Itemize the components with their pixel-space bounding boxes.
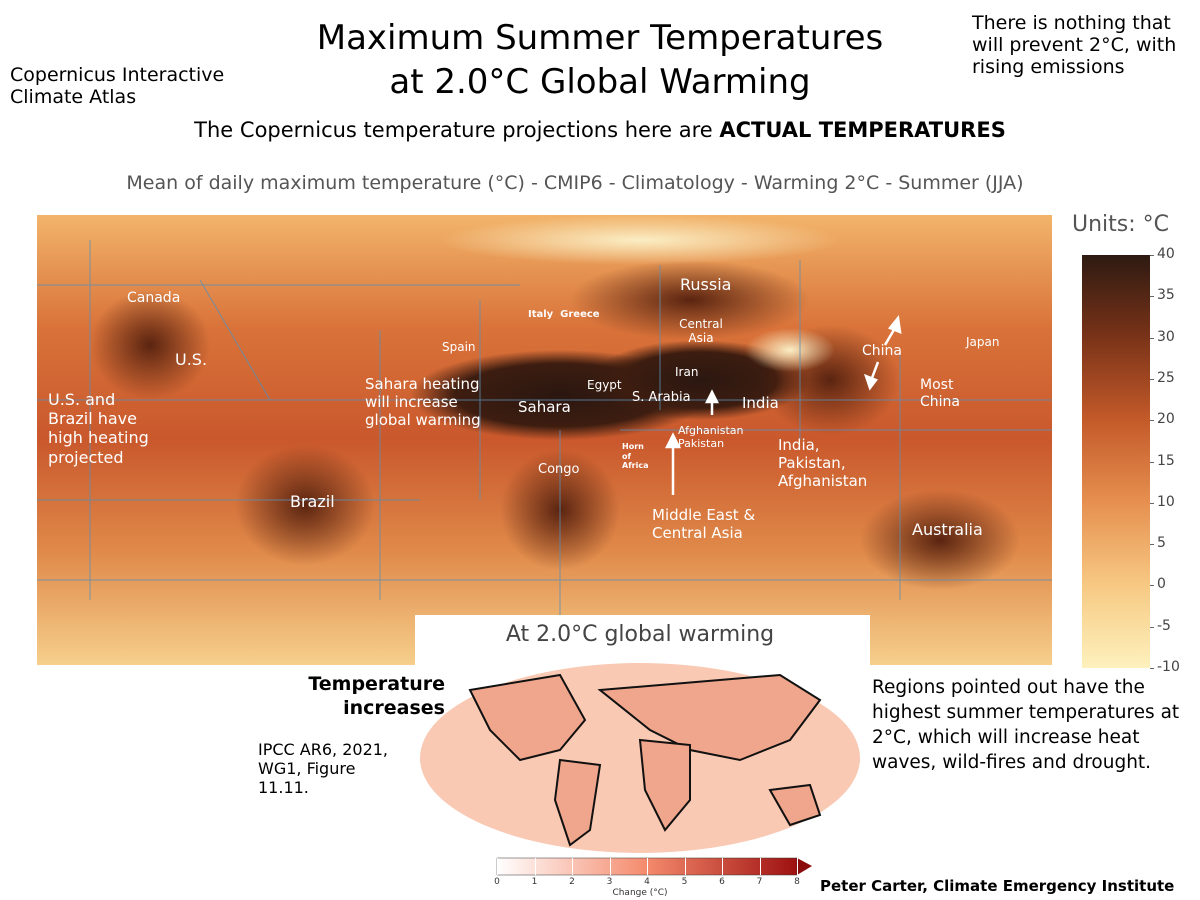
inset-tick-label: 6 (719, 877, 725, 887)
source-left: Copernicus Interactive Climate Atlas (10, 64, 225, 108)
map-label: Iran (675, 365, 699, 379)
inset-axis-label: Change (°C) (612, 888, 668, 898)
colorbar-tick-label: 10 (1157, 493, 1175, 510)
main-map (37, 215, 1052, 665)
map-label: Afghanistan Pakistan (678, 424, 744, 451)
map-label: Middle East & Central Asia (652, 506, 756, 542)
title: Maximum Summer Temperatures at 2.0°C Glob… (300, 16, 900, 104)
map-label: Horn of Africa (622, 442, 649, 471)
note: Regions pointed out have the highest sum… (872, 677, 1180, 773)
colorbar-tick-label: 15 (1157, 452, 1175, 469)
colorbar-tick (1150, 668, 1154, 669)
inset-tick-label: 0 (494, 877, 500, 887)
inset-tick (647, 858, 648, 875)
colorbar-tick-label: 30 (1157, 328, 1175, 345)
inset-side-label: Temperature increases (308, 673, 445, 719)
subtitle-text: The Copernicus temperature projections h… (194, 118, 720, 142)
map-label: China (862, 343, 902, 359)
citation: IPCC AR6, 2021, WG1, Figure 11.11. (258, 740, 389, 797)
colorbar-units: Units: °C (1072, 212, 1170, 237)
colorbar-tick-label: 0 (1157, 576, 1166, 593)
title-line: at 2.0°C Global Warming (389, 62, 811, 102)
colorbar-tick-label: -5 (1157, 617, 1171, 634)
map-title: Mean of daily maximum temperature (°C) -… (126, 172, 1024, 194)
map-label: S. Arabia (632, 390, 691, 405)
map-label: Spain (442, 340, 476, 354)
inset-tick (609, 858, 611, 875)
inset-tick (497, 858, 498, 875)
colorbar-tick (1150, 420, 1154, 422)
colorbar-tick-label: 20 (1157, 411, 1175, 428)
map-label: India, Pakistan, Afghanistan (778, 436, 868, 490)
colorbar-tick (1150, 461, 1154, 463)
colorbar-tick (1150, 502, 1154, 504)
inset-colorbar-arrow (797, 858, 812, 875)
colorbar-tick (1150, 626, 1154, 628)
colorbar-tick (1150, 544, 1154, 546)
map-label: U.S. and Brazil have high heating projec… (48, 390, 149, 467)
inset-title: At 2.0°C global warming (505, 622, 775, 647)
map-label: Japan (966, 335, 1000, 349)
map-label: Sahara (518, 398, 571, 416)
colorbar-tick (1150, 585, 1154, 587)
colorbar-tick-label: 25 (1157, 369, 1175, 386)
colorbar-tick-label: 35 (1157, 287, 1175, 304)
colorbar-tick (1150, 337, 1154, 339)
inset-tick (572, 858, 573, 875)
inset-tick (722, 858, 723, 875)
colorbar-tick (1150, 296, 1154, 298)
inset-tick-label: 2 (569, 877, 575, 887)
inset-tick (534, 858, 536, 875)
map-label: Italy Greece (528, 309, 600, 320)
note-right: There is nothing that will prevent 2°C, … (972, 12, 1177, 78)
colorbar-tick-label: 5 (1157, 535, 1166, 552)
colorbar-tick (1150, 378, 1154, 380)
credit: Peter Carter, Climate Emergency Institut… (820, 877, 1175, 895)
inset-map (420, 663, 860, 853)
inset-tick-label: 4 (644, 877, 650, 887)
inset-tick (684, 858, 686, 875)
map-label: Australia (912, 520, 983, 539)
map-label: Most China (920, 377, 960, 410)
map-label: Sahara heating will increase global warm… (365, 375, 481, 429)
map-label: Russia (680, 275, 732, 294)
colorbar-tick-label: 40 (1157, 246, 1175, 262)
colorbar-tick-label: -10 (1157, 659, 1180, 675)
title-line: Maximum Summer Temperatures (316, 18, 884, 58)
colorbar (1082, 255, 1150, 668)
colorbar-tick (1150, 255, 1154, 256)
inset-tick (759, 858, 761, 875)
map-label: India (742, 394, 779, 412)
inset-tick-label: 1 (531, 877, 538, 887)
inset-tick-label: 5 (681, 877, 688, 887)
map-label: Central Asia (679, 317, 723, 346)
map-label: U.S. (175, 350, 208, 369)
map-label: Brazil (290, 492, 335, 511)
subtitle-bold: ACTUAL TEMPERATURES (719, 118, 1006, 142)
subtitle: The Copernicus temperature projections h… (100, 118, 1100, 142)
inset-tick-label: 7 (756, 877, 763, 887)
map-label: Canada (127, 290, 181, 306)
inset-tick (797, 858, 798, 875)
inset-tick-label: 8 (794, 877, 800, 887)
inset-tick-label: 3 (606, 877, 613, 887)
map-label: Congo (538, 462, 580, 477)
map-label: Egypt (587, 378, 622, 392)
